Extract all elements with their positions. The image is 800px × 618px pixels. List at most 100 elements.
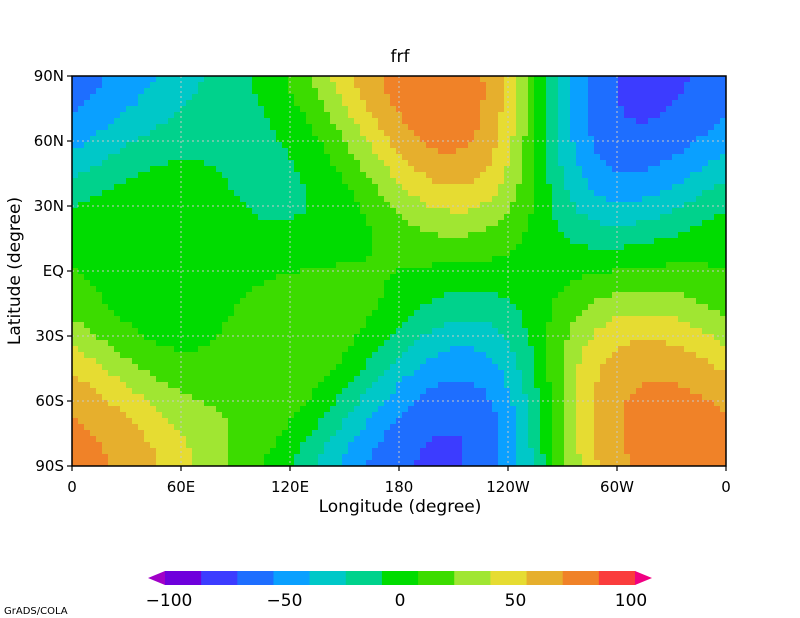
field-cell (180, 316, 187, 323)
field-cell (84, 106, 91, 113)
field-cell (678, 340, 685, 347)
field-cell (414, 274, 421, 281)
field-cell (690, 94, 697, 101)
field-cell (216, 262, 223, 269)
field-cell (420, 304, 427, 311)
field-cell (462, 190, 469, 197)
field-cell (630, 226, 637, 233)
field-cell (636, 232, 643, 239)
field-cell (486, 298, 493, 305)
field-cell (696, 280, 703, 287)
field-cell (642, 172, 649, 179)
field-cell (546, 124, 553, 131)
field-cell (318, 244, 325, 251)
field-cell (438, 202, 445, 209)
field-cell (120, 250, 127, 257)
field-cell (222, 316, 229, 323)
field-cell (120, 340, 127, 347)
field-cell (204, 76, 211, 83)
field-cell (192, 130, 199, 137)
field-cell (702, 88, 709, 95)
field-cell (702, 334, 709, 341)
field-cell (186, 190, 193, 197)
field-cell (426, 184, 433, 191)
field-cell (384, 94, 391, 101)
field-cell (654, 82, 661, 89)
field-cell (660, 172, 667, 179)
field-cell (540, 244, 547, 251)
field-cell (108, 100, 115, 107)
field-cell (252, 118, 259, 125)
field-cell (492, 166, 499, 173)
field-cell (132, 148, 139, 155)
field-cell (672, 184, 679, 191)
field-cell (606, 286, 613, 293)
field-cell (648, 124, 655, 131)
field-cell (498, 100, 505, 107)
field-cell (114, 190, 121, 197)
field-cell (678, 322, 685, 329)
field-cell (318, 202, 325, 209)
field-cell (558, 334, 565, 341)
field-cell (456, 148, 463, 155)
field-cell (612, 160, 619, 167)
field-cell (684, 76, 691, 83)
field-cell (162, 148, 169, 155)
field-cell (72, 208, 79, 215)
field-cell (402, 166, 409, 173)
field-cell (576, 322, 583, 329)
field-cell (522, 154, 529, 161)
field-cell (432, 124, 439, 131)
field-cell (600, 154, 607, 161)
field-cell (330, 100, 337, 107)
field-cell (324, 322, 331, 329)
field-cell (546, 130, 553, 137)
field-cell (450, 256, 457, 263)
field-cell (630, 190, 637, 197)
field-cell (210, 202, 217, 209)
field-cell (114, 232, 121, 239)
field-cell (582, 298, 589, 305)
field-cell (360, 136, 367, 143)
field-cell (210, 148, 217, 155)
field-cell (114, 166, 121, 173)
field-cell (522, 106, 529, 113)
field-cell (126, 280, 133, 287)
field-cell (558, 124, 565, 131)
field-cell (282, 106, 289, 113)
field-cell (450, 274, 457, 281)
field-cell (138, 292, 145, 299)
field-cell (606, 208, 613, 215)
field-cell (162, 130, 169, 137)
field-cell (468, 286, 475, 293)
field-cell (642, 214, 649, 221)
field-cell (624, 286, 631, 293)
field-cell (624, 94, 631, 101)
field-cell (336, 196, 343, 203)
field-cell (144, 76, 151, 83)
field-cell (144, 322, 151, 329)
field-cell (246, 202, 253, 209)
field-cell (540, 94, 547, 101)
field-cell (408, 280, 415, 287)
field-cell (420, 112, 427, 119)
field-cell (408, 268, 415, 275)
field-cell (192, 268, 199, 275)
field-cell (366, 298, 373, 305)
field-cell (240, 94, 247, 101)
field-cell (216, 244, 223, 251)
field-cell (402, 190, 409, 197)
field-cell (432, 238, 439, 245)
field-cell (696, 184, 703, 191)
field-cell (660, 178, 667, 185)
field-cell (264, 100, 271, 107)
field-cell (636, 280, 643, 287)
field-cell (474, 100, 481, 107)
field-cell (474, 160, 481, 167)
field-cell (600, 286, 607, 293)
field-cell (696, 94, 703, 101)
field-cell (360, 190, 367, 197)
field-cell (312, 340, 319, 347)
field-cell (372, 316, 379, 323)
field-cell (474, 142, 481, 149)
